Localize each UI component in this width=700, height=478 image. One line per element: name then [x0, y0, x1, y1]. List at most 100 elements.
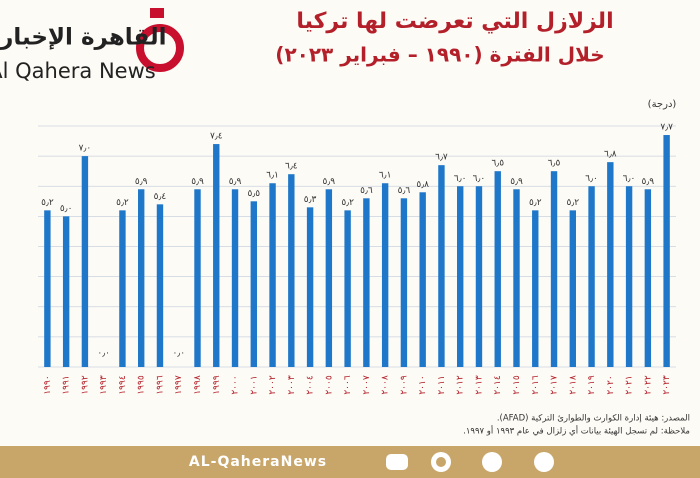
x-tick-label: ٢٠١١	[437, 375, 447, 394]
x-tick-label: ٢٠٠٥	[324, 375, 334, 395]
value-label: ٠٫٠	[97, 349, 110, 359]
value-label: ٥٫٢	[529, 198, 542, 208]
x-tick-label: ١٩٩٦	[155, 375, 165, 395]
facebook-icon[interactable]	[534, 452, 554, 472]
bar	[532, 210, 539, 367]
footer-text: AL-QaheraNews	[189, 454, 327, 470]
logo-mark	[136, 24, 184, 72]
x-tick-label: ٢٠١٩	[587, 375, 597, 395]
x-tick-label: ٢٠٢٣	[662, 375, 672, 395]
value-label: ٦٫١	[266, 171, 279, 181]
x-tick-label: ١٩٩٩	[212, 375, 222, 395]
x-tick-label: ٢٠٠٨	[381, 375, 391, 395]
social-icons	[386, 452, 554, 472]
bar	[588, 186, 595, 367]
x-tick-label: ٢٠١٨	[568, 375, 578, 395]
logo-arabic: القاهرة الإخبارية	[0, 25, 167, 51]
value-label: ٥٫٤	[154, 192, 167, 202]
source-note: المصدر: هيئة إدارة الكوارث والطوارئ التر…	[497, 414, 690, 424]
value-label: ٥٫٢	[566, 198, 579, 208]
value-label: ٧٫٠	[79, 144, 92, 154]
bar	[250, 201, 257, 367]
value-label: ٥٫٨	[416, 180, 429, 190]
bar	[400, 198, 408, 367]
x-tick-label: ٢٠١٧	[550, 375, 560, 395]
bar	[325, 189, 333, 367]
logo: القاهرة الإخبارية Al Qahera News	[0, 8, 184, 83]
value-label: ٦٫٠	[585, 174, 598, 184]
bar	[44, 210, 51, 367]
value-label: ٥٫٢	[116, 198, 129, 208]
chart-title: الزلازل التي تعرضت لها تركيا	[296, 9, 613, 34]
value-label: ٦٫٤	[285, 162, 298, 172]
value-label: ٥٫٠	[60, 204, 73, 214]
value-label: ٥٫٢	[41, 198, 54, 208]
logo-mark	[150, 8, 164, 18]
value-label: ٧٫٤	[210, 132, 223, 142]
x-tick-label: ١٩٩٤	[118, 375, 128, 395]
youtube-icon[interactable]	[386, 454, 408, 470]
bar	[363, 198, 370, 367]
bar	[625, 186, 633, 367]
x-tick-label: ١٩٩٣	[99, 375, 109, 395]
bar	[306, 207, 314, 367]
bar	[194, 189, 201, 367]
x-tick-label: ٢٠١٥	[512, 375, 522, 395]
value-label: ٥٫٣	[304, 195, 317, 205]
value-label: ٥٫٩	[135, 177, 148, 187]
value-label: ٥٫٩	[323, 177, 336, 187]
plot: ٥٫٢ ١٩٩٠ ٥٫٠ ١٩٩١ ٧٫٠ ١٩٩٢ ٠٫٠ ١٩٩٣ ٥٫٢ ١٩٩٤ ٥٫٩ ١٩…	[38, 123, 676, 395]
x-tick-label: ٢٠٢١	[625, 375, 635, 394]
x-tick-label: ٢٠٠٢	[268, 375, 278, 395]
x-tick-label: ٢٠٠٩	[399, 375, 409, 395]
value-label: ٥٫٩	[642, 177, 655, 187]
value-label: ٥٫٦	[398, 186, 411, 196]
x-tick-label: ٢٠٠٦	[343, 375, 353, 395]
note: ملاحظة: لم تسجل الهيئة بيانات أي زلزال ف…	[463, 425, 690, 437]
value-label: ٥٫٩	[510, 177, 523, 187]
y-axis-label: (درجة)	[648, 99, 677, 110]
bar	[663, 135, 670, 367]
bar	[607, 162, 614, 367]
x-tick-label: ١٩٩٠	[43, 375, 53, 394]
x-tick-label: ٢٠١٤	[493, 375, 503, 395]
bar	[513, 189, 520, 367]
value-label: ٥٫٥	[247, 189, 260, 199]
x-tick-label: ١٩٩١	[62, 375, 72, 394]
x-tick-label: ٢٠١٢	[456, 375, 466, 395]
chart-subtitle: خلال الفترة (١٩٩٠ – فبراير ٢٠٢٣)	[275, 43, 604, 67]
value-label: ٥٫٩	[229, 177, 242, 187]
bar	[156, 204, 164, 367]
bar	[62, 216, 70, 367]
bar	[344, 210, 351, 367]
value-label: ٦٫٥	[491, 159, 504, 169]
bar	[213, 144, 220, 367]
x-tick-label: ٢٠١٣	[474, 375, 484, 395]
value-label: ٦٫٥	[548, 159, 561, 169]
bar	[644, 189, 652, 367]
x-tick-label: ١٩٩٨	[193, 375, 203, 395]
value-label: ٦٫٠	[473, 174, 486, 184]
x-tick-label: ١٩٩٧	[174, 375, 184, 395]
bar	[569, 210, 576, 367]
x-tick-label: ٢٠١٠	[418, 375, 428, 394]
value-label: ٧٫٧	[660, 123, 673, 133]
x-tick-label: ٢٠٠٤	[306, 375, 316, 395]
x-tick-label: ٢٠٢٢	[643, 375, 653, 395]
value-label: ٦٫١	[379, 171, 392, 181]
bar	[457, 186, 464, 367]
bar	[119, 210, 126, 367]
footer-band	[0, 446, 700, 478]
bar	[494, 171, 501, 367]
x-tick-label: ٢٠٠٣	[287, 375, 297, 395]
bar	[138, 189, 145, 367]
value-label: ٥٫٢	[341, 198, 354, 208]
bar	[438, 165, 445, 367]
value-label: ٦٫٠	[623, 174, 636, 184]
x-tick-label: ١٩٩٢	[80, 375, 90, 395]
value-label: ٦٫٠	[454, 174, 467, 184]
bar	[475, 186, 483, 367]
twitter-icon[interactable]	[482, 452, 502, 472]
x-tick-label: ٢٠٠١	[249, 375, 259, 394]
